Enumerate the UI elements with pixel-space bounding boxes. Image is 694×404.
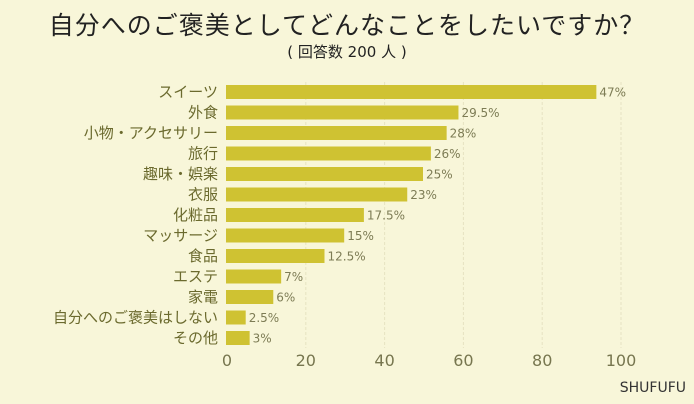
- x-tick-label: 0: [222, 351, 232, 370]
- bar: [226, 249, 325, 263]
- category-label: 趣味・娯楽: [143, 165, 218, 183]
- category-label: スイーツ: [158, 83, 218, 101]
- value-label: 47%: [599, 86, 626, 100]
- chart-title: 自分へのご褒美としてどんなことをしたいですか？: [48, 11, 646, 40]
- bar: [226, 228, 345, 243]
- category-label: 衣服: [188, 186, 218, 204]
- x-tick-label: 100: [606, 351, 637, 370]
- x-tick-label: 80: [532, 351, 552, 370]
- bar: [226, 269, 282, 284]
- value-label: 29.5%: [461, 106, 499, 120]
- bar: [226, 310, 246, 325]
- category-label: 自分へのご褒美はしない: [53, 309, 218, 327]
- bar: [226, 187, 408, 202]
- x-tick-label: 20: [296, 351, 316, 370]
- category-label: エステ: [173, 268, 218, 286]
- bar: [226, 85, 597, 99]
- value-label: 3%: [253, 332, 272, 346]
- bar: [226, 146, 431, 161]
- value-label: 17.5%: [367, 209, 405, 223]
- category-label: 外食: [188, 104, 218, 122]
- category-label: 家電: [188, 288, 218, 306]
- category-label: 小物・アクセサリー: [84, 124, 218, 142]
- value-label: 15%: [347, 229, 374, 243]
- category-label: マッサージ: [143, 227, 218, 245]
- value-label: 12.5%: [328, 250, 366, 264]
- bar: [226, 105, 459, 120]
- chart-subtitle: ( 回答数 200 人 ): [287, 43, 407, 61]
- category-label: その他: [173, 329, 218, 347]
- bar: [226, 208, 364, 222]
- bar: [226, 167, 423, 181]
- brand-logo: SHUFUFU: [619, 380, 686, 396]
- category-label: 化粧品: [173, 206, 218, 224]
- value-label: 26%: [434, 147, 461, 161]
- value-label: 28%: [450, 127, 477, 141]
- value-label: 2.5%: [249, 311, 280, 325]
- value-label: 7%: [284, 270, 303, 284]
- bar: [226, 331, 250, 345]
- value-label: 23%: [410, 188, 437, 202]
- category-label: 食品: [188, 247, 218, 265]
- x-tick-label: 60: [453, 351, 473, 370]
- category-label: 旅行: [188, 145, 218, 163]
- value-label: 6%: [276, 291, 295, 305]
- value-label: 25%: [426, 168, 453, 182]
- x-tick-label: 40: [374, 351, 394, 370]
- bar: [226, 290, 274, 304]
- bar: [226, 126, 447, 140]
